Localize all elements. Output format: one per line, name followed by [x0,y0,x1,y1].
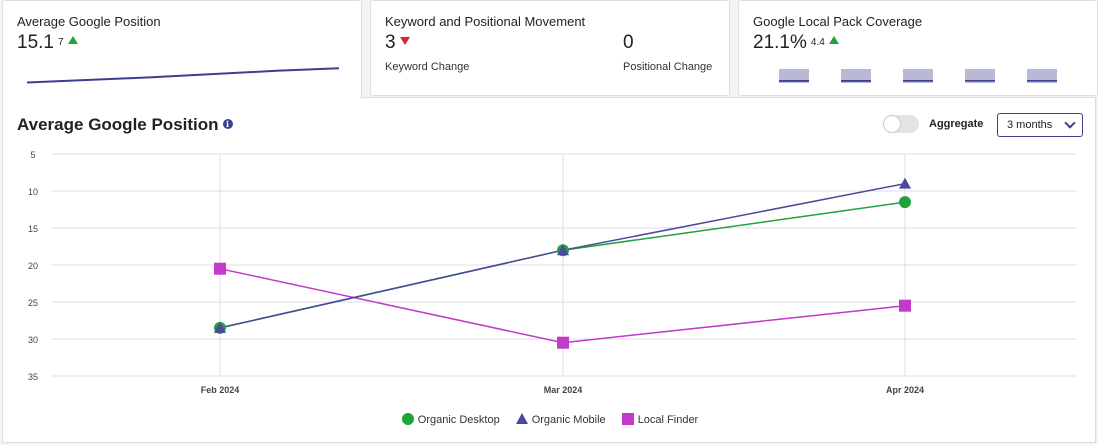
panel-title-text: Average Google Position [17,115,219,134]
keyword-movement-card[interactable]: Keyword and Positional Movement 3 Keywor… [370,0,730,96]
chart-legend: Organic Desktop Organic Mobile Local Finde… [3,413,1097,426]
legend-item[interactable]: Organic Mobile [515,413,606,426]
y-tick-label: 15 [28,224,38,234]
arrow-up-icon [67,36,78,44]
y-tick-label: 5 [30,150,35,160]
chevron-down-icon [1064,117,1076,129]
legend-label: Organic Mobile [531,414,606,426]
avg-position-card[interactable]: Average Google Position 15.1 7 [2,0,362,100]
local-pack-value: 21.1% 4.4 [753,32,839,54]
arrow-down-icon [399,37,410,45]
coverage-bar-fill [779,80,809,82]
legend-marker-square [621,413,634,425]
legend-item[interactable]: Organic Desktop [401,413,500,426]
data-point-mobile [557,244,569,256]
range-select-value: 3 months [1007,119,1053,131]
position-chart-panel: 5 10 15 20 25 30 35 Feb 2024 Mar 2024 Apr 2024 Av… [2,97,1096,443]
coverage-bar-bg [841,69,871,83]
sparkline-path [26,67,340,84]
coverage-bar-fill [903,80,933,82]
local-pack-delta: 4.4 [810,37,825,48]
coverage-bar-fill [841,80,871,82]
x-tick-label: Apr 2024 [886,385,924,395]
coverage-bar-bg [965,69,995,83]
coverage-bar-bg [779,69,809,83]
coverage-bar-fill [965,80,995,82]
legend-marker-circle [401,413,414,425]
avg-position-sparkline [26,67,340,84]
aggregate-toggle[interactable] [883,115,919,133]
keyword-change-value: 3 [385,32,410,54]
y-tick-label: 35 [28,372,38,382]
data-point-mobile [899,177,911,189]
avg-position-number: 15.1 [17,32,54,53]
range-select[interactable]: 3 months [997,113,1083,137]
avg-position-delta: 7 [57,37,64,48]
keyword-change-label: Keyword Change [385,61,470,73]
data-point-finder [899,299,911,312]
data-point-finder [214,262,226,275]
data-point-mobile [214,321,226,333]
legend-item[interactable]: Local Finder [621,413,699,426]
coverage-bar-fill [1027,80,1057,82]
y-tick-label: 20 [28,261,38,271]
data-point-finder [557,336,569,349]
coverage-bar-bg [903,69,933,83]
legend-label: Organic Desktop [417,414,500,426]
keyword-change-number: 3 [385,32,396,53]
local-pack-number: 21.1% [753,32,807,53]
local-pack-bars [779,69,1057,83]
avg-position-value: 15.1 7 [17,32,78,54]
legend-label: Local Finder [637,414,699,426]
data-point-desktop [899,196,911,209]
legend-marker-triangle [515,413,528,424]
y-tick-label: 10 [28,187,38,197]
keyword-movement-card-title: Keyword and Positional Movement [385,14,586,29]
local-pack-card-title: Google Local Pack Coverage [753,14,923,29]
info-icon[interactable]: i [222,119,233,129]
positional-change-value: 0 [623,32,634,53]
coverage-bar-bg [1027,69,1057,83]
panel-title: Average Google Position i [17,115,233,135]
avg-position-card-title: Average Google Position [17,14,161,29]
local-pack-card[interactable]: Google Local Pack Coverage 21.1% 4.4 [738,0,1098,96]
y-tick-label: 25 [28,298,38,308]
x-tick-label: Mar 2024 [544,385,583,395]
arrow-up-icon [828,36,839,44]
y-tick-label: 30 [28,335,38,345]
aggregate-label: Aggregate [929,118,984,130]
position-line-chart: 5 10 15 20 25 30 35 Feb 2024 Mar 2024 Apr 2024 [28,150,1077,395]
x-tick-label: Feb 2024 [201,385,240,395]
toggle-knob [884,116,900,132]
positional-change-label: Positional Change [623,61,713,73]
